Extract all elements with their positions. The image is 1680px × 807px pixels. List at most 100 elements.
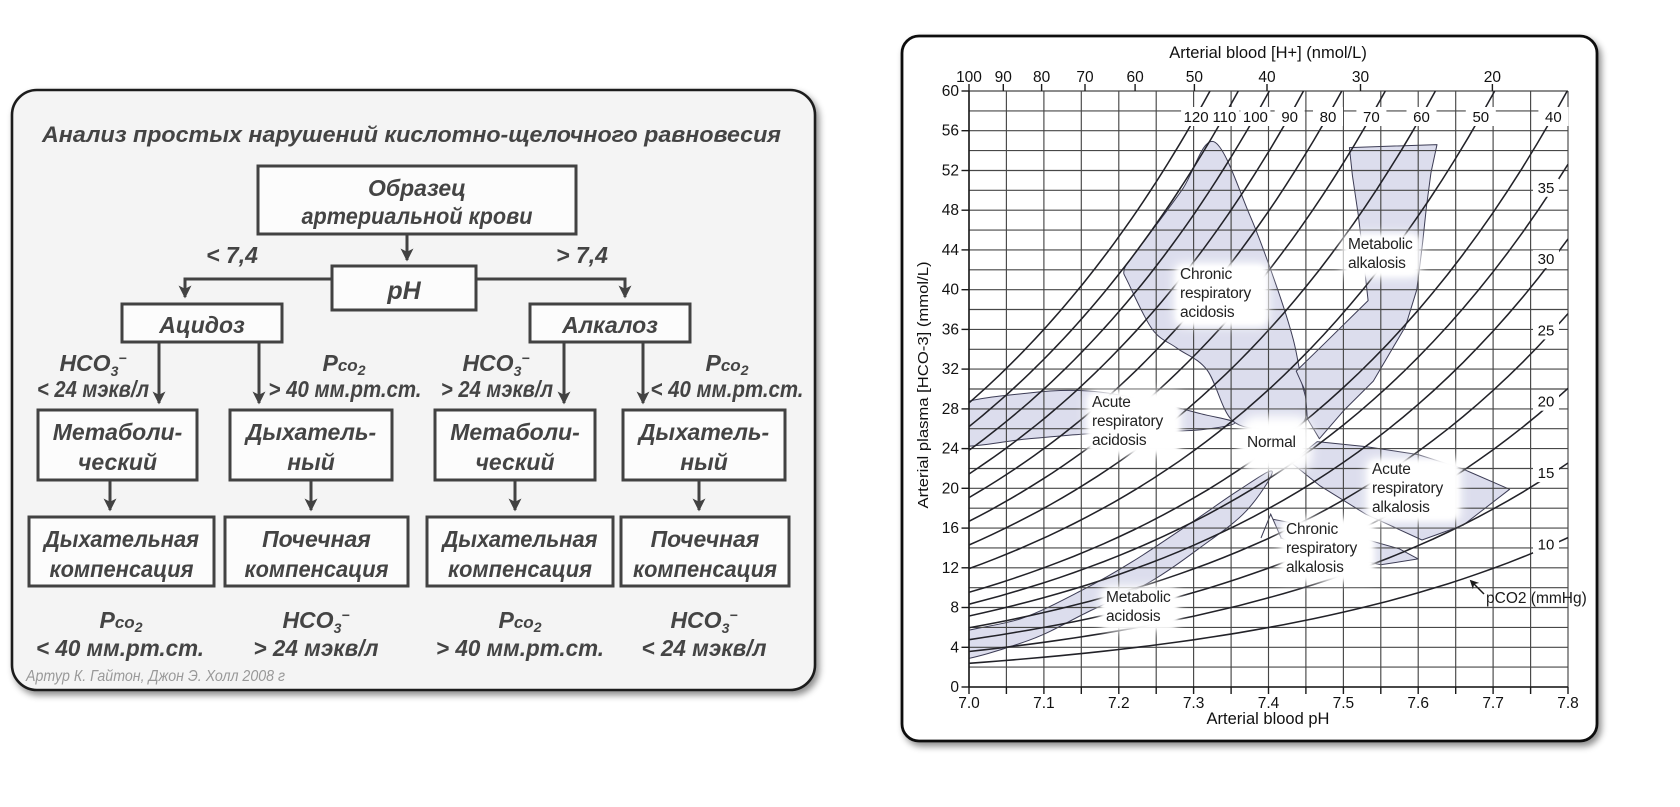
- svg-text:pCO2 (mmHg): pCO2 (mmHg): [1486, 590, 1587, 607]
- svg-text:Дыхательная: Дыхательная: [441, 526, 598, 552]
- svg-text:40: 40: [1545, 109, 1562, 126]
- svg-text:100: 100: [956, 69, 982, 86]
- svg-text:acidosis: acidosis: [1180, 304, 1235, 321]
- svg-text:20: 20: [942, 480, 960, 497]
- svg-text:Chronic: Chronic: [1180, 266, 1232, 283]
- svg-text:32: 32: [942, 361, 959, 378]
- svg-text:Почечная: Почечная: [651, 526, 760, 552]
- svg-text:Дыхатель-: Дыхатель-: [244, 419, 376, 445]
- svg-text:40: 40: [942, 282, 960, 299]
- svg-text:компенсация: компенсация: [50, 556, 194, 582]
- svg-text:60: 60: [942, 83, 960, 100]
- svg-text:36: 36: [942, 321, 959, 338]
- svg-text:80: 80: [1033, 69, 1051, 86]
- svg-text:100: 100: [1243, 109, 1268, 126]
- svg-text:артериальной крови: артериальной крови: [302, 203, 533, 229]
- svg-text:10: 10: [1538, 536, 1555, 553]
- svg-text:Acute: Acute: [1372, 461, 1411, 478]
- svg-text:Metabolic: Metabolic: [1348, 236, 1413, 253]
- svg-text:respiratory: respiratory: [1092, 413, 1163, 430]
- svg-text:компенсация: компенсация: [448, 556, 592, 582]
- svg-text:7.5: 7.5: [1333, 695, 1355, 712]
- svg-text:60: 60: [1126, 69, 1144, 86]
- svg-text:alkalosis: alkalosis: [1348, 255, 1406, 272]
- svg-text:ческий: ческий: [78, 449, 157, 475]
- svg-text:90: 90: [1281, 109, 1298, 126]
- svg-text:7.2: 7.2: [1108, 695, 1130, 712]
- svg-text:Дыхатель-: Дыхатель-: [637, 419, 769, 445]
- svg-text:ческий: ческий: [475, 449, 554, 475]
- svg-text:Метаболи-: Метаболи-: [53, 419, 183, 445]
- svg-text:50: 50: [1186, 69, 1204, 86]
- svg-text:acidosis: acidosis: [1106, 608, 1161, 625]
- svg-text:70: 70: [1363, 109, 1380, 126]
- svg-text:Почечная: Почечная: [262, 526, 371, 552]
- svg-text:alkalosis: alkalosis: [1372, 499, 1430, 516]
- svg-text:60: 60: [1413, 109, 1430, 126]
- svg-text:7.6: 7.6: [1407, 695, 1429, 712]
- svg-text:ный: ный: [287, 449, 335, 475]
- svg-text:компенсация: компенсация: [633, 556, 777, 582]
- svg-text:Алкалоз: Алкалоз: [561, 312, 658, 338]
- svg-text:7.3: 7.3: [1183, 695, 1205, 712]
- svg-text:Анализ простых нарушений кисло: Анализ простых нарушений кислотно-щелочн…: [41, 122, 781, 147]
- svg-text:7.1: 7.1: [1033, 695, 1055, 712]
- svg-text:7.7: 7.7: [1482, 695, 1504, 712]
- svg-text:respiratory: respiratory: [1180, 285, 1251, 302]
- svg-text:Arterial plasma [HCO-3] (mmol/: Arterial plasma [HCO-3] (mmol/L): [916, 262, 932, 509]
- svg-text:35: 35: [1538, 180, 1555, 197]
- svg-text:90: 90: [995, 69, 1013, 86]
- svg-text:pH: pH: [386, 277, 421, 305]
- svg-text:Arterial blood pH: Arterial blood pH: [1207, 710, 1330, 728]
- svg-text:15: 15: [1538, 465, 1555, 482]
- svg-text:20: 20: [1538, 394, 1555, 411]
- svg-text:80: 80: [1320, 109, 1337, 126]
- svg-text:> 24 мэкв/л: > 24 мэкв/л: [254, 635, 379, 661]
- svg-text:0: 0: [950, 679, 959, 696]
- svg-text:56: 56: [942, 123, 959, 140]
- svg-text:30: 30: [1352, 69, 1370, 86]
- svg-text:120: 120: [1184, 109, 1209, 126]
- svg-text:28: 28: [942, 401, 959, 418]
- svg-text:Normal: Normal: [1247, 434, 1296, 451]
- svg-text:20: 20: [1484, 69, 1502, 86]
- svg-text:respiratory: respiratory: [1286, 540, 1357, 557]
- svg-text:ный: ный: [680, 449, 728, 475]
- svg-text:Артур К. Гайтон, Джон Э. Холл: Артур К. Гайтон, Джон Э. Холл 2008 г: [25, 668, 285, 685]
- svg-text:компенсация: компенсация: [245, 556, 389, 582]
- svg-text:Acute: Acute: [1092, 394, 1131, 411]
- svg-text:< 7,4: < 7,4: [206, 242, 258, 268]
- svg-text:7.4: 7.4: [1258, 695, 1280, 712]
- svg-text:110: 110: [1212, 109, 1236, 126]
- svg-text:7.8: 7.8: [1557, 695, 1579, 712]
- svg-text:4: 4: [950, 639, 959, 656]
- svg-text:> 7,4: > 7,4: [556, 242, 608, 268]
- svg-text:Ацидоз: Ацидоз: [158, 312, 245, 338]
- svg-text:25: 25: [1538, 322, 1555, 339]
- svg-text:> 24 мэкв/л: > 24 мэкв/л: [441, 376, 553, 402]
- svg-text:< 40 мм.рт.ст.: < 40 мм.рт.ст.: [651, 376, 804, 402]
- svg-text:30: 30: [1538, 251, 1555, 268]
- svg-text:7.0: 7.0: [958, 695, 980, 712]
- svg-text:12: 12: [942, 560, 959, 577]
- svg-text:Arterial blood [H+] (nmol/L): Arterial blood [H+] (nmol/L): [1169, 44, 1367, 62]
- svg-text:Chronic: Chronic: [1286, 521, 1338, 538]
- svg-text:> 40 мм.рт.ст.: > 40 мм.рт.ст.: [436, 635, 604, 661]
- svg-text:44: 44: [942, 242, 960, 259]
- svg-text:50: 50: [1472, 109, 1489, 126]
- svg-text:< 40 мм.рт.ст.: < 40 мм.рт.ст.: [36, 635, 204, 661]
- svg-text:respiratory: respiratory: [1372, 480, 1443, 497]
- svg-text:Метаболи-: Метаболи-: [450, 419, 580, 445]
- svg-text:52: 52: [942, 163, 959, 180]
- svg-text:Дыхательная: Дыхательная: [42, 526, 199, 552]
- svg-text:acidosis: acidosis: [1092, 432, 1147, 449]
- svg-text:16: 16: [942, 520, 959, 537]
- svg-text:40: 40: [1258, 69, 1276, 86]
- svg-text:< 24 мэкв/л: < 24 мэкв/л: [642, 635, 767, 661]
- svg-text:8: 8: [950, 600, 959, 617]
- svg-text:< 24 мэкв/л: < 24 мэкв/л: [37, 376, 149, 402]
- svg-text:> 40 мм.рт.ст.: > 40 мм.рт.ст.: [269, 376, 422, 402]
- svg-text:48: 48: [942, 202, 959, 219]
- svg-text:Metabolic: Metabolic: [1106, 589, 1171, 606]
- svg-text:alkalosis: alkalosis: [1286, 559, 1344, 576]
